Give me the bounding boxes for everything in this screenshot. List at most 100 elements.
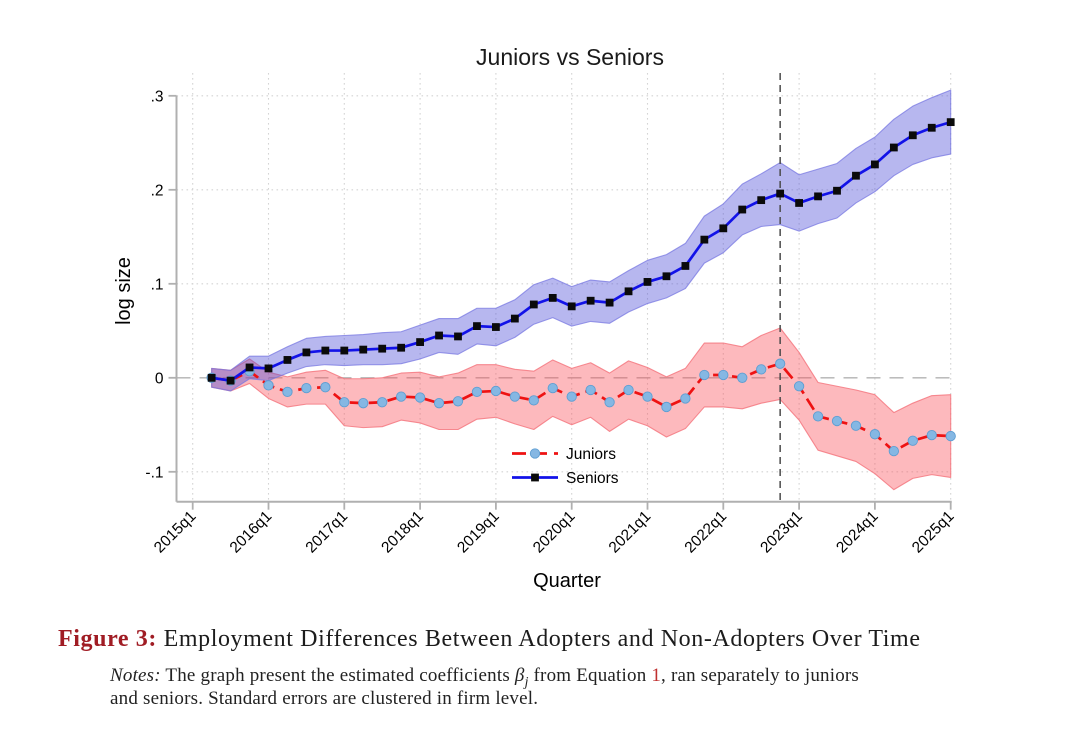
data-point-marker [737,372,748,383]
data-point-marker [529,300,538,309]
chart-title: Juniors vs Seniors [476,44,664,70]
data-point-marker [907,435,918,446]
data-point-marker [661,401,672,413]
data-point-marker [680,393,691,404]
seniors-ci-band [211,89,952,392]
data-point-marker [642,391,653,402]
data-point-marker [471,386,483,398]
data-point-marker [926,429,937,441]
x-tick-label: 2021q1 [606,508,655,557]
seniors-markers [207,118,955,385]
y-tick-label: .3 [151,88,164,105]
x-tick-label: 2019q1 [454,508,503,557]
data-point-marker [245,363,254,372]
notes-line-1: Notes: The graph present the estimated c… [110,664,1050,693]
chart: 2015q1 2016q1 2017q1 2018q1 2019q1 2020q1 2021… [113,44,958,592]
legend-markers [512,448,558,482]
data-point-marker [585,384,596,396]
figure-number: Figure 3: [58,626,157,652]
data-point-marker [888,445,899,457]
equation-link[interactable]: 1 [651,665,662,686]
data-point-marker [452,396,464,407]
data-point-marker [756,364,767,375]
y-axis-label: log size [113,257,135,325]
x-tick-label: 2023q1 [757,508,806,557]
data-point-marker [321,346,330,355]
axes: 2015q1 2016q1 2017q1 2018q1 2019q1 2020q1 2021… [145,88,957,556]
series-layer [206,118,956,457]
data-point-marker [377,397,388,408]
data-point-marker [397,343,406,352]
data-point-marker [662,272,671,281]
x-tick-label: 2015q1 [151,508,200,557]
x-tick-label: 2024q1 [833,508,882,557]
beta-symbol: βj [514,665,529,689]
data-point-marker [282,386,293,398]
seniors-line [211,120,952,382]
data-point-marker [283,356,292,364]
data-point-marker [301,382,312,394]
data-point-marker [528,395,539,406]
data-point-marker [831,415,843,427]
x-tick-label: 2016q1 [227,508,276,557]
data-point-marker [473,322,481,330]
data-point-marker [624,287,633,296]
data-point-marker [263,380,274,391]
x-tick-label: 2025q1 [909,508,958,557]
data-point-marker [850,420,862,431]
data-point-marker [414,392,426,403]
seniors-legend-marker [531,473,539,482]
y-tick-label: .1 [151,276,164,293]
data-point-marker [775,358,786,369]
data-point-marker [509,391,520,402]
data-point-marker [852,171,860,180]
data-point-marker [492,323,500,331]
data-point-marker [433,398,445,409]
data-point-marker [623,384,634,396]
data-point-marker [454,332,462,341]
data-point-marker [358,398,369,409]
juniors-legend-marker [529,448,541,459]
data-point-marker [719,224,728,233]
data-point-marker [795,199,803,207]
data-point-marker [302,348,311,357]
figure-caption: Figure 3: Employment Differences Between… [58,626,1058,653]
data-point-marker [718,369,729,381]
notes-text-3: , ran separately to juniors [661,665,860,686]
y-tick-label: .2 [151,182,164,199]
data-point-marker [945,430,956,442]
legend-label-juniors: Juniors [566,446,616,463]
ci-bands [211,89,952,491]
data-point-marker [757,196,766,205]
data-point-marker [681,262,690,270]
data-point-marker [416,338,424,346]
data-point-marker [699,369,710,381]
legend-label-seniors: Seniors [566,470,619,487]
data-point-marker [435,331,443,340]
data-point-marker [395,391,407,402]
data-point-marker [604,397,615,408]
data-point-marker [510,314,519,323]
notes-text-2: from Equation [528,665,652,686]
data-point-marker [776,189,785,198]
juniors-line [211,362,951,453]
data-point-marker [566,391,577,402]
data-point-marker [264,364,273,373]
notes-label: Notes: [110,665,161,686]
gridlines [176,73,952,502]
x-tick-label: 2022q1 [682,508,731,557]
data-point-marker [548,294,557,302]
data-point-marker [490,385,502,397]
data-point-marker [547,382,558,394]
data-point-marker [226,376,235,385]
data-point-marker [339,397,350,408]
data-point-marker [359,345,368,354]
data-point-marker [586,296,595,305]
data-point-marker [927,123,936,132]
data-point-marker [908,131,917,140]
data-point-marker [700,235,709,244]
data-point-marker [869,429,881,440]
data-point-marker [814,192,822,201]
data-point-marker [946,118,955,127]
